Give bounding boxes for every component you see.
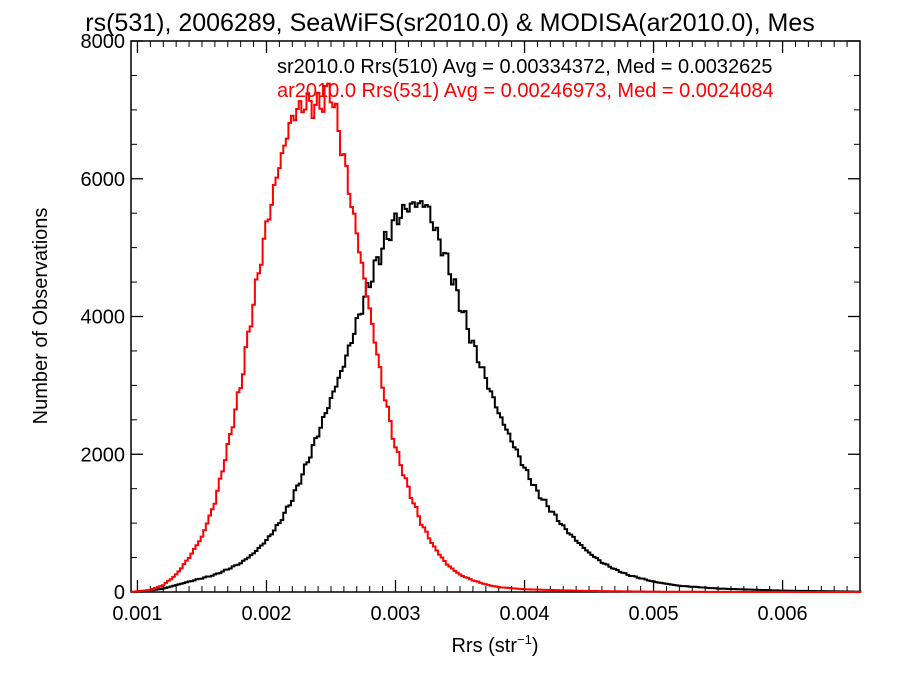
x-tick-label: 0.004 [499,603,549,625]
x-tick-label: 0.002 [241,603,291,625]
y-axis: 0 2000 4000 6000 8000 [81,31,860,604]
y-tick-label: 8000 [81,31,126,53]
series-line-1 [131,200,862,593]
y-tick-label: 6000 [81,169,126,191]
plot-area [130,40,861,593]
series-lines [131,82,862,593]
y-axis-label: Number of Observations [30,208,52,425]
x-tick-label: 0.005 [629,603,679,625]
x-tick-label: 0.001 [112,603,162,625]
series-line-2 [131,82,862,593]
x-axis-label: Rrs (str−1) [451,632,538,657]
y-tick-label: 0 [114,582,125,604]
x-tick-label: 0.003 [370,603,420,625]
x-tick-label: 0.006 [758,603,808,625]
y-tick-label: 4000 [81,307,126,329]
legend-entry-1: sr2010.0 Rrs(510) Avg = 0.00334372, Med … [277,56,773,78]
chart-title: rs(531), 2006289, SeaWiFS(sr2010.0) & MO… [85,9,814,37]
plot-frame [130,40,861,593]
y-tick-label: 2000 [81,444,126,466]
legend-entry-2: ar2010.0 Rrs(531) Avg = 0.00246973, Med … [277,80,774,102]
legend: sr2010.0 Rrs(510) Avg = 0.00334372, Med … [277,56,774,102]
x-axis: 0.001 0.002 0.003 0.004 0.005 0.006 [112,41,848,625]
